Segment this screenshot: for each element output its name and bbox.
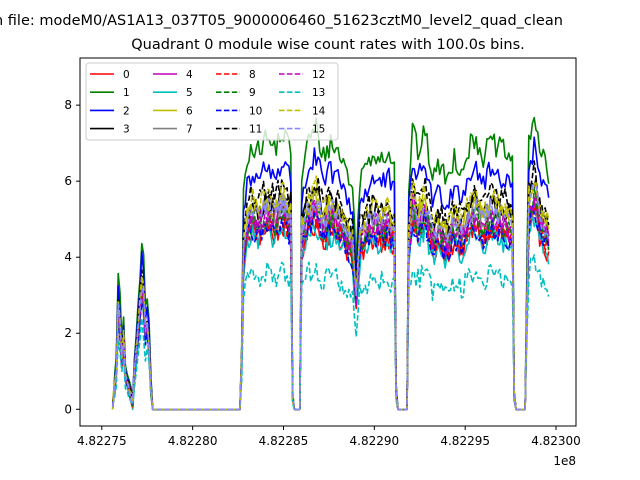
chart-subtitle: Quadrant 0 module wise count rates with … [131, 37, 525, 53]
y-tick-label: 8 [64, 98, 72, 112]
series-line-2 [111, 136, 550, 411]
x-tick-label: 4.82300 [531, 434, 581, 448]
series-line-13 [111, 254, 550, 411]
plot-frame [79, 57, 577, 427]
legend-label-11: 11 [249, 124, 262, 136]
y-axis: 0 2 4 6 8 [64, 98, 80, 416]
x-tick-label: 4.82295 [440, 434, 490, 448]
x-tick-label: 4.82285 [259, 434, 309, 448]
y-tick-label: 6 [64, 174, 72, 188]
legend-label-15: 15 [312, 124, 325, 136]
x-tick-label: 4.82280 [168, 434, 218, 448]
legend-label-4: 4 [186, 69, 193, 81]
legend-label-5: 5 [186, 87, 193, 99]
x-tick-label: 4.82275 [77, 434, 127, 448]
legend-label-8: 8 [249, 69, 256, 81]
legend-label-7: 7 [186, 124, 193, 136]
legend-label-13: 13 [312, 87, 325, 99]
legend-label-9: 9 [249, 87, 256, 99]
x-axis: 4.82275 4.82280 4.82285 4.82290 4.82295 4.823… [77, 426, 581, 448]
chart-title: n file: modeM0/AS1A13_037T05_9000006460_… [0, 13, 563, 29]
y-tick-label: 2 [64, 326, 72, 340]
legend-label-12: 12 [312, 69, 325, 81]
series-layer [111, 116, 550, 411]
series-line-15 [111, 184, 550, 411]
x-offset-label: 1e8 [553, 454, 576, 468]
y-tick-label: 0 [64, 402, 72, 416]
legend-label-1: 1 [123, 87, 130, 99]
series-line-9 [111, 188, 550, 411]
legend-label-3: 3 [123, 124, 130, 136]
series-line-8 [111, 207, 550, 411]
legend-box [85, 62, 339, 141]
legend-label-6: 6 [186, 105, 193, 117]
legend-label-0: 0 [123, 69, 130, 81]
legend-label-14: 14 [312, 105, 326, 117]
legend-label-10: 10 [249, 105, 262, 117]
legend-label-2: 2 [123, 105, 130, 117]
y-tick-label: 4 [64, 250, 72, 264]
x-tick-label: 4.82290 [350, 434, 400, 448]
